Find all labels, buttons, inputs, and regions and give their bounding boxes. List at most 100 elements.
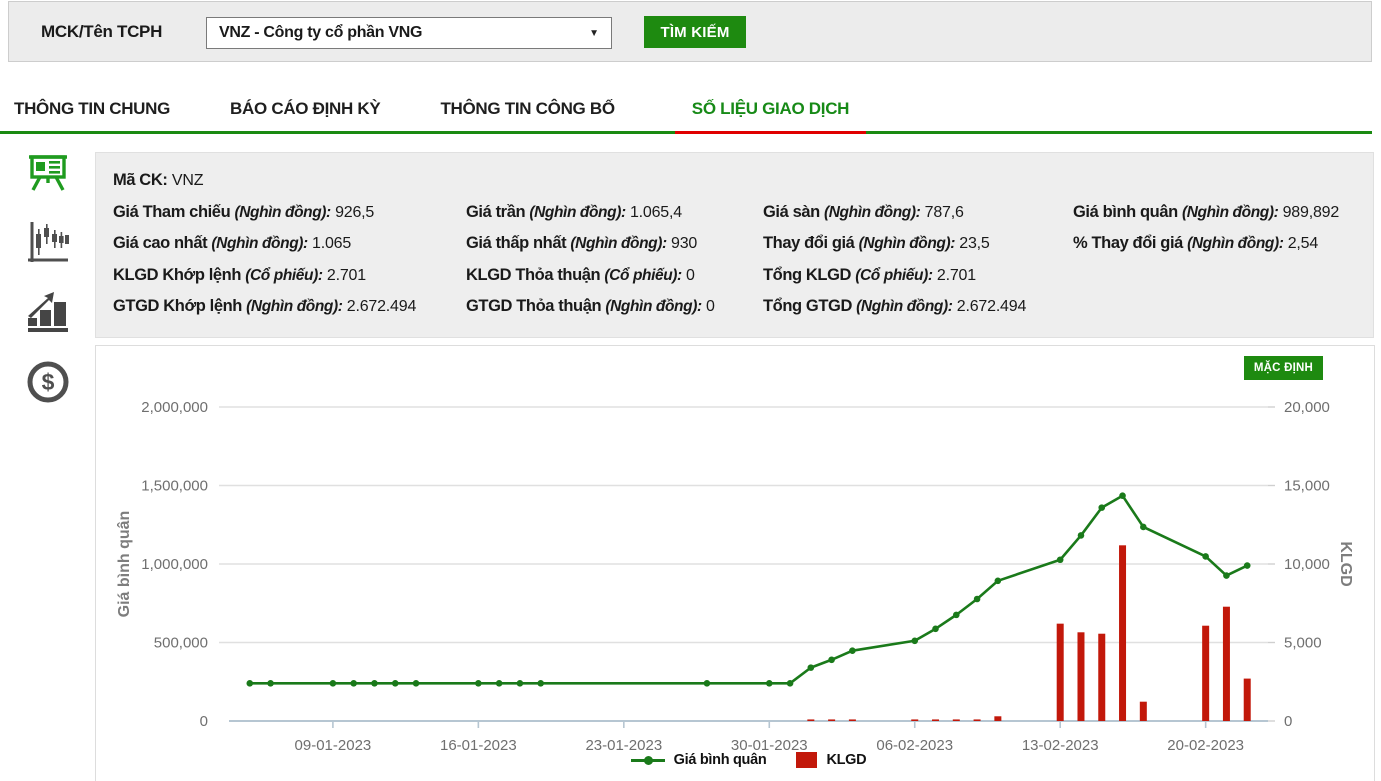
presentation-board-icon [27,150,69,192]
info-field: Giá sàn (Nghìn đồng): 787,6 [763,203,1073,222]
info-field-value: 0 [681,266,695,284]
ticker-label: Mã CK: [113,171,168,190]
svg-text:15,000: 15,000 [1284,478,1330,495]
chart-legend: Giá bình quân KLGD [229,752,1268,768]
info-row: Giá cao nhất (Nghìn đồng): 1.065 Giá thấp… [113,228,1373,260]
ticker-dropdown[interactable]: VNZ - Công ty cổ phần VNG ▼ [206,17,612,49]
tab-3[interactable]: THÔNG TIN CÔNG BỐ [440,99,615,118]
info-field: KLGD Khớp lệnh (Cổ phiếu): 2.701 [113,266,466,285]
info-field: % Thay đổi giá (Nghìn đồng): 2,54 [1073,234,1373,253]
svg-text:0: 0 [1284,713,1292,730]
svg-text:Giá bình quân: Giá bình quân [116,511,133,618]
info-field-unit: (Nghìn đồng): [529,203,626,221]
rail-item-value[interactable]: $ [0,360,95,430]
info-field: Giá cao nhất (Nghìn đồng): 1.065 [113,234,466,253]
svg-text:10,000: 10,000 [1284,556,1330,573]
search-button[interactable]: TÌM KIẾM [644,16,746,48]
info-field: Giá thấp nhất (Nghìn đồng): 930 [466,234,763,253]
rail-item-volume[interactable] [0,290,95,360]
legend-label: KLGD [826,752,867,768]
info-field-unit: (Nghìn đồng): [211,235,308,253]
info-field-label: Tổng GTGD [763,297,857,316]
svg-text:1,500,000: 1,500,000 [141,478,208,495]
ticker-row: Mã CK: VNZ [113,165,1373,197]
svg-text:5,000: 5,000 [1284,635,1322,652]
info-field-label: % Thay đổi giá [1073,234,1188,253]
svg-text:500,000: 500,000 [154,635,208,652]
info-field-unit: (Nghìn đồng): [856,298,953,316]
rail-item-summary[interactable] [0,150,95,220]
info-field-unit: (Nghìn đồng): [570,235,667,253]
legend-bar-icon [796,752,818,768]
search-bar: MCK/Tên TCPH VNZ - Công ty cổ phần VNG ▼… [8,1,1372,62]
info-field-unit: (Nghìn đồng): [858,235,956,253]
info-field-value: 2.672.494 [952,298,1027,316]
info-field-value: 2,54 [1283,235,1319,253]
tab-4[interactable]: SỐ LIỆU GIAO DỊCH [674,92,867,134]
info-field-value: 1.065 [307,235,352,253]
info-field: Thay đổi giá (Nghìn đồng): 23,5 [763,234,1073,253]
svg-text:20-02-2023: 20-02-2023 [1167,737,1244,754]
info-field-unit: (Nghìn đồng): [1187,235,1284,253]
price-volume-chart: 0 0 500,000 5,000 1,000,000 10,000 1,500,000 15… [116,399,1354,754]
info-row: KLGD Khớp lệnh (Cổ phiếu): 2.701 KLGD Thỏ… [113,260,1373,292]
svg-text:30-01-2023: 30-01-2023 [731,737,808,754]
info-field-unit: (Nghìn đồng): [824,203,921,221]
info-field-label: Tổng KLGD [763,265,856,284]
info-field-value: 1.065,4 [625,203,682,221]
info-field-label: Giá bình quân [1073,202,1182,221]
info-field: Giá Tham chiếu (Nghìn đồng): 926,5 [113,203,466,222]
info-field-value: 787,6 [920,203,964,221]
tab-bar: THÔNG TIN CHUNG BÁO CÁO ĐỊNH KỲ THÔNG TIN … [0,92,1372,134]
ticker-value: VNZ [171,172,204,190]
ticker-cell: Mã CK: VNZ [113,171,466,190]
info-field: Giá bình quân (Nghìn đồng): 989,892 [1073,203,1373,222]
bar-chart-arrow-icon [26,290,70,334]
default-view-button[interactable]: MẶC ĐỊNH [1243,356,1323,380]
stock-info-panel: Mã CK: VNZ Giá Tham chiếu (Nghìn đồng): … [95,152,1374,338]
info-field-value: 930 [666,235,698,253]
svg-text:13-02-2023: 13-02-2023 [1022,737,1099,754]
svg-text:16-01-2023: 16-01-2023 [440,737,517,754]
info-field: Tổng GTGD (Nghìn đồng): 2.672.494 [763,297,1073,316]
info-field-label: Giá Tham chiếu [113,202,235,221]
info-field-label: Giá sàn [763,202,824,221]
info-field-label: GTGD Thỏa thuận [466,297,606,316]
info-field-unit: (Nghìn đồng): [234,203,331,221]
info-field: Tổng KLGD (Cổ phiếu): 2.701 [763,266,1073,285]
svg-text:06-02-2023: 06-02-2023 [876,737,953,754]
info-field-value: 2.701 [322,266,366,284]
candlestick-chart-icon [26,220,70,266]
info-field-value: 0 [701,298,715,316]
info-field-value: 2.701 [932,266,976,284]
svg-text:1,000,000: 1,000,000 [141,556,208,573]
ticker-search-label: MCK/Tên TCPH [41,22,163,41]
chart-panel: 0 0 500,000 5,000 1,000,000 10,000 1,500,000 15… [95,345,1375,781]
info-field-unit: (Cổ phiếu): [855,266,933,284]
info-field-label: KLGD Thỏa thuận [466,265,605,284]
info-row: Giá Tham chiếu (Nghìn đồng): 926,5 Giá tr… [113,197,1373,229]
info-field-label: Giá trần [466,202,530,221]
info-field-unit: (Nghìn đồng): [246,298,343,316]
legend-item: KLGD [796,752,867,768]
tab-2[interactable]: BÁO CÁO ĐỊNH KỲ [230,99,381,118]
svg-text:$: $ [41,369,54,395]
legend-line-icon [630,755,665,765]
info-field-unit: (Nghìn đồng): [1181,203,1279,221]
info-field-value: 23,5 [955,235,990,253]
icon-rail: $ [0,150,95,430]
dollar-coin-icon: $ [26,360,70,404]
info-field-label: GTGD Khớp lệnh [113,297,247,316]
info-field: Giá trần (Nghìn đồng): 1.065,4 [466,203,763,222]
info-field-unit: (Nghìn đồng): [605,298,702,316]
legend-item: Giá bình quân [630,752,767,768]
svg-text:KLGD: KLGD [1337,541,1354,586]
info-field-label: Giá thấp nhất [466,234,571,253]
svg-text:20,000: 20,000 [1284,399,1330,416]
tab-1[interactable]: THÔNG TIN CHUNG [14,99,171,118]
ticker-dropdown-value: VNZ - Công ty cổ phần VNG [219,24,423,41]
rail-item-candlestick[interactable] [0,220,95,290]
svg-text:09-01-2023: 09-01-2023 [295,737,372,754]
svg-text:2,000,000: 2,000,000 [141,399,208,416]
